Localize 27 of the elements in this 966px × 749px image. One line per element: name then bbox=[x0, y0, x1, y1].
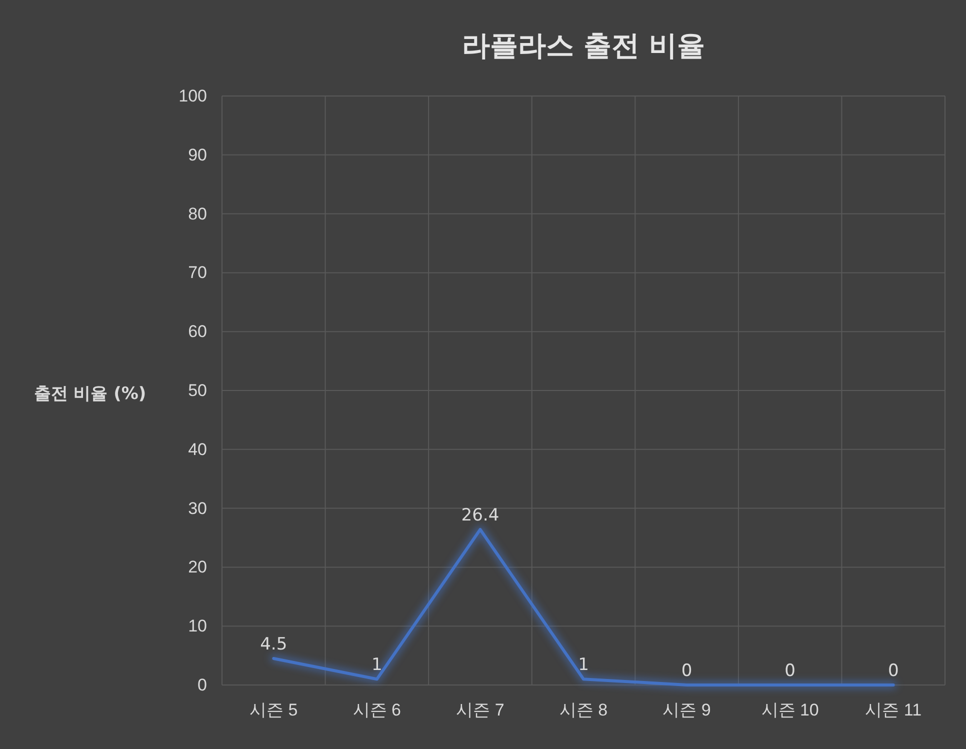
x-tick-label: 시즌 8 bbox=[559, 700, 608, 720]
y-tick-label: 80 bbox=[188, 204, 207, 224]
y-tick-label: 100 bbox=[178, 86, 207, 106]
data-label: 1 bbox=[372, 655, 382, 676]
y-axis-title: 출전 비율 (%) bbox=[34, 384, 146, 404]
data-label: 0 bbox=[784, 661, 796, 681]
y-tick-label: 60 bbox=[188, 322, 207, 342]
y-tick-label: 40 bbox=[188, 440, 207, 459]
x-tick-label: 시즌 6 bbox=[352, 700, 402, 720]
y-tick-label: 20 bbox=[188, 558, 207, 577]
y-tick-label: 70 bbox=[188, 263, 207, 282]
y-tick-label: 0 bbox=[198, 675, 207, 694]
y-tick-label: 10 bbox=[188, 616, 207, 636]
y-tick-label: 90 bbox=[188, 145, 207, 164]
y-tick-label: 50 bbox=[188, 380, 207, 400]
data-label: 26.4 bbox=[461, 506, 500, 526]
x-tick-label: 시즌 7 bbox=[456, 700, 504, 720]
y-tick-label: 30 bbox=[188, 498, 207, 518]
data-label: 0 bbox=[681, 661, 692, 681]
data-label: 1 bbox=[578, 655, 589, 676]
data-label: 4.5 bbox=[260, 634, 288, 654]
x-tick-label: 시즌 5 bbox=[250, 700, 298, 720]
chart-title: 라플라스 출전 비율 bbox=[462, 29, 706, 62]
x-tick-label: 시즌 9 bbox=[662, 700, 711, 720]
x-tick-label: 시즌 10 bbox=[761, 700, 819, 720]
x-tick-label: 시즌 11 bbox=[865, 700, 922, 720]
data-label: 0 bbox=[888, 661, 899, 681]
